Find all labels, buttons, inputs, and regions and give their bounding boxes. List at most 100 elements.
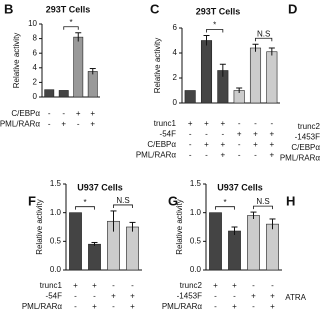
condition-label: PML/RARα xyxy=(162,302,203,311)
condition-sign: - xyxy=(233,292,236,301)
y-tick-label: 6 xyxy=(173,23,178,32)
condition-sign: - xyxy=(252,281,255,290)
bar xyxy=(266,223,279,271)
y-tick-label: 0.5 xyxy=(50,236,62,245)
y-tick-label: 2 xyxy=(33,78,38,87)
chart-title: 293T Cells xyxy=(46,4,91,14)
panel-letter: C xyxy=(150,1,160,16)
condition-sign: + xyxy=(269,130,274,139)
y-tick-label: 4 xyxy=(33,63,38,72)
bar xyxy=(200,40,213,104)
chart-title: U937 Cells xyxy=(217,182,263,192)
condition-label: trunc2 xyxy=(298,122,320,131)
significance-label: N.S xyxy=(116,196,129,205)
y-tick-label: 8 xyxy=(33,34,38,43)
condition-sign: - xyxy=(238,119,241,128)
panel-letter: G xyxy=(168,193,178,208)
condition-sign: - xyxy=(238,140,241,149)
condition-sign: - xyxy=(189,151,192,160)
condition-sign: + xyxy=(232,302,237,311)
significance-bracket xyxy=(255,37,273,42)
significance-label: * xyxy=(213,21,216,30)
condition-sign: + xyxy=(232,281,237,290)
condition-sign: + xyxy=(270,292,275,301)
bar xyxy=(184,90,196,104)
condition-sign: - xyxy=(48,109,51,118)
significance-bracket xyxy=(206,29,224,33)
condition-label: -1453F xyxy=(177,292,202,301)
condition-sign: + xyxy=(251,292,256,301)
condition-sign: + xyxy=(269,140,274,149)
bar xyxy=(228,230,241,271)
condition-sign: + xyxy=(270,302,275,311)
condition-sign: + xyxy=(220,140,225,149)
condition-sign: + xyxy=(253,140,258,149)
condition-label: PML/RARα xyxy=(22,302,63,311)
condition-sign: - xyxy=(131,281,134,290)
condition-label: C/EBPα xyxy=(291,143,320,152)
y-axis-label: Relative activity xyxy=(153,38,162,94)
condition-sign: - xyxy=(112,302,115,311)
condition-label: -54F xyxy=(160,130,177,139)
condition-sign: - xyxy=(254,151,257,160)
condition-label: C/EBPα xyxy=(11,109,40,118)
condition-sign: + xyxy=(269,151,274,160)
panel-letter: B xyxy=(4,1,13,16)
condition-sign: + xyxy=(220,119,225,128)
condition-sign: - xyxy=(214,292,217,301)
bar xyxy=(209,212,222,271)
y-tick-label: 1.5 xyxy=(190,179,202,188)
y-tick-label: 0.5 xyxy=(190,236,202,245)
y-tick-label: 1.0 xyxy=(190,208,202,217)
condition-sign: + xyxy=(111,292,116,301)
bar xyxy=(249,47,262,104)
condition-label: trunc1 xyxy=(154,119,177,128)
y-axis-label: Relative activity xyxy=(12,33,21,89)
condition-sign: + xyxy=(204,140,209,149)
bar xyxy=(126,226,139,271)
bar xyxy=(58,90,69,98)
bar xyxy=(247,215,260,271)
condition-label: trunc1 xyxy=(40,281,63,290)
y-tick-label: 1.5 xyxy=(50,179,62,188)
condition-sign: - xyxy=(189,140,192,149)
condition-sign: + xyxy=(213,281,218,290)
y-tick-label: 0 xyxy=(33,92,38,101)
panel-letter: H xyxy=(286,193,295,208)
y-tick-label: 0.0 xyxy=(190,265,202,274)
condition-sign: - xyxy=(74,292,77,301)
condition-sign: + xyxy=(204,119,209,128)
significance-label: * xyxy=(69,18,72,27)
y-axis-label: Relative activity xyxy=(35,199,44,255)
significance-bracket xyxy=(253,205,273,210)
condition-sign: + xyxy=(220,151,225,160)
significance-bracket xyxy=(215,206,235,210)
condition-sign: + xyxy=(253,130,258,139)
significance-label: N.S xyxy=(257,29,270,38)
y-tick-label: 1.0 xyxy=(50,208,62,217)
bar xyxy=(88,243,101,271)
condition-label: -1453F xyxy=(295,133,320,142)
condition-label: PML/RARα xyxy=(136,151,177,160)
condition-sign: - xyxy=(221,130,224,139)
condition-sign: - xyxy=(74,302,77,311)
condition-sign: - xyxy=(93,292,96,301)
condition-label: -54F xyxy=(46,292,63,301)
condition-sign: - xyxy=(252,302,255,311)
condition-sign: - xyxy=(254,119,257,128)
condition-sign: - xyxy=(205,151,208,160)
condition-sign: + xyxy=(90,109,95,118)
significance-label: * xyxy=(223,198,226,207)
significance-bracket xyxy=(113,204,133,208)
condition-sign: - xyxy=(189,130,192,139)
panel-letter: F xyxy=(28,193,36,208)
condition-sign: - xyxy=(238,151,241,160)
condition-sign: + xyxy=(130,302,135,311)
y-tick-label: 6 xyxy=(33,48,38,57)
bar xyxy=(73,36,84,98)
condition-label: C/EBPα xyxy=(147,140,176,149)
panel-letter: D xyxy=(288,1,297,16)
condition-sign: + xyxy=(73,281,78,290)
condition-sign: - xyxy=(271,281,274,290)
chart-title: 293T Cells xyxy=(196,6,241,16)
